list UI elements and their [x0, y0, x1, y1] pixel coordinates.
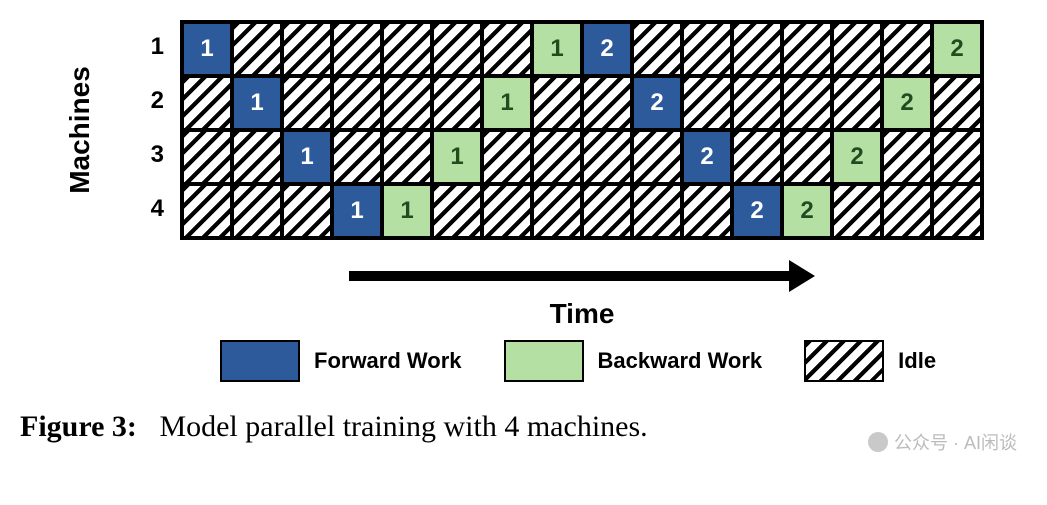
- cell-r4-c10: [632, 184, 682, 238]
- y-axis-ticks: 1234: [132, 20, 172, 236]
- cell-r4-c8: [532, 184, 582, 238]
- cell-r4-c16: [932, 184, 982, 238]
- timeline-diagram: Machines 1234 1122112211221122: [180, 20, 984, 240]
- watermark-icon: [868, 432, 888, 452]
- time-arrow: [349, 260, 815, 292]
- cell-r2-c9: [582, 76, 632, 130]
- cell-r1-c3: [282, 22, 332, 76]
- cell-r3-c10: [632, 130, 682, 184]
- cell-r4-c3: [282, 184, 332, 238]
- cell-r1-c13: [782, 22, 832, 76]
- cell-r4-c7: [482, 184, 532, 238]
- cell-r2-c2: 1: [232, 76, 282, 130]
- cell-r2-c5: [382, 76, 432, 130]
- backward-swatch: [504, 340, 584, 382]
- legend-backward: Backward Work: [504, 340, 763, 382]
- cell-r2-c3: [282, 76, 332, 130]
- cell-r1-c8: 1: [532, 22, 582, 76]
- cell-r1-c11: [682, 22, 732, 76]
- cell-r4-c13: 2: [782, 184, 832, 238]
- cell-r4-c4: 1: [332, 184, 382, 238]
- cell-r4-c15: [882, 184, 932, 238]
- cell-r1-c12: [732, 22, 782, 76]
- cell-r2-c11: [682, 76, 732, 130]
- cell-r1-c7: [482, 22, 532, 76]
- cell-r2-c14: [832, 76, 882, 130]
- cell-r2-c4: [332, 76, 382, 130]
- cell-r1-c2: [232, 22, 282, 76]
- cell-r4-c1: [182, 184, 232, 238]
- arrow-head-icon: [789, 260, 815, 292]
- cell-r2-c10: 2: [632, 76, 682, 130]
- cell-r3-c15: [882, 130, 932, 184]
- cell-r1-c1: 1: [182, 22, 232, 76]
- cell-r4-c11: [682, 184, 732, 238]
- ytick-1: 1: [132, 20, 172, 74]
- cell-r4-c2: [232, 184, 282, 238]
- cell-r3-c3: 1: [282, 130, 332, 184]
- cell-r2-c6: [432, 76, 482, 130]
- figure-caption: Figure 3: Model parallel training with 4…: [20, 410, 648, 444]
- legend-forward: Forward Work: [220, 340, 462, 382]
- caption-spacer: [144, 410, 152, 443]
- grid: 1122112211221122: [180, 20, 984, 240]
- time-axis: Time: [180, 260, 984, 330]
- cell-r3-c1: [182, 130, 232, 184]
- cell-r4-c14: [832, 184, 882, 238]
- cell-r4-c12: 2: [732, 184, 782, 238]
- cell-r1-c6: [432, 22, 482, 76]
- cell-r3-c5: [382, 130, 432, 184]
- legend-idle-label: Idle: [898, 348, 936, 374]
- cell-r4-c6: [432, 184, 482, 238]
- cell-r1-c15: [882, 22, 932, 76]
- cell-r3-c13: [782, 130, 832, 184]
- cell-r4-c5: 1: [382, 184, 432, 238]
- cell-r3-c12: [732, 130, 782, 184]
- cell-r3-c6: 1: [432, 130, 482, 184]
- caption-text: Model parallel training with 4 machines.: [159, 410, 647, 443]
- cell-r2-c8: [532, 76, 582, 130]
- cell-r3-c2: [232, 130, 282, 184]
- cell-r3-c11: 2: [682, 130, 732, 184]
- cell-r2-c15: 2: [882, 76, 932, 130]
- cell-r1-c14: [832, 22, 882, 76]
- forward-swatch: [220, 340, 300, 382]
- legend: Forward Work Backward Work Idle: [220, 340, 936, 382]
- cell-r3-c9: [582, 130, 632, 184]
- cell-r1-c10: [632, 22, 682, 76]
- y-axis-label-text: Machines: [64, 66, 96, 194]
- cell-r3-c14: 2: [832, 130, 882, 184]
- cell-r2-c1: [182, 76, 232, 130]
- cell-r2-c16: [932, 76, 982, 130]
- idle-swatch: [804, 340, 884, 382]
- cell-r2-c13: [782, 76, 832, 130]
- cell-r3-c16: [932, 130, 982, 184]
- legend-forward-label: Forward Work: [314, 348, 462, 374]
- legend-backward-label: Backward Work: [598, 348, 763, 374]
- cell-r4-c9: [582, 184, 632, 238]
- cell-r2-c12: [732, 76, 782, 130]
- ytick-4: 4: [132, 182, 172, 236]
- watermark-text: 公众号 · AI闲谈: [894, 429, 1017, 455]
- ytick-3: 3: [132, 128, 172, 182]
- cell-r1-c5: [382, 22, 432, 76]
- cell-r3-c8: [532, 130, 582, 184]
- cell-r2-c7: 1: [482, 76, 532, 130]
- cell-r3-c7: [482, 130, 532, 184]
- arrow-shaft: [349, 271, 789, 281]
- cell-r1-c16: 2: [932, 22, 982, 76]
- cell-r1-c9: 2: [582, 22, 632, 76]
- ytick-2: 2: [132, 74, 172, 128]
- cell-r3-c4: [332, 130, 382, 184]
- cell-r1-c4: [332, 22, 382, 76]
- caption-label: Figure 3:: [20, 410, 137, 443]
- legend-idle: Idle: [804, 340, 936, 382]
- x-axis-label: Time: [550, 298, 615, 330]
- y-axis-label: Machines: [60, 20, 100, 240]
- watermark: 公众号 · AI闲谈: [868, 429, 1017, 455]
